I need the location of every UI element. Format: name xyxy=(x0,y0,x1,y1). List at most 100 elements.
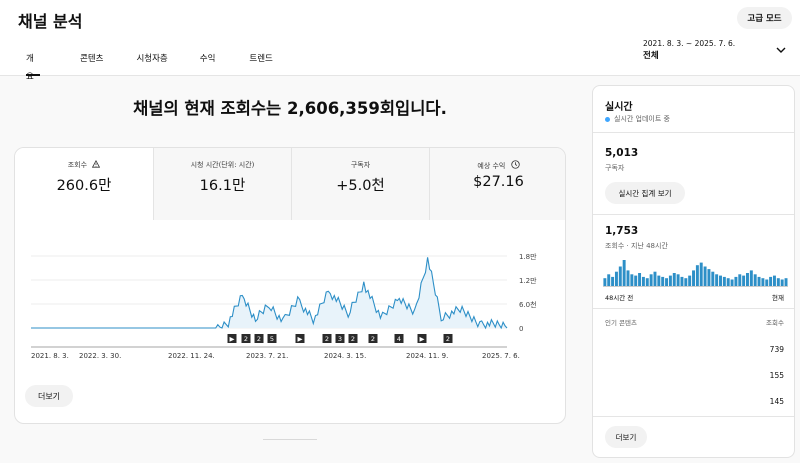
tab-bar: 개요 콘텐츠 시청자층 수익 트렌드 xyxy=(18,50,273,82)
x-tick-label: 2022. 3. 30. xyxy=(79,352,121,360)
mini-chart-bar xyxy=(711,271,715,286)
metric-label: 조회수 xyxy=(67,161,88,169)
divider xyxy=(593,214,794,215)
chart-marker-label: 3 xyxy=(338,335,342,343)
views-line-chart[interactable]: 1.8만 1.2만 6.0천 0 ▶ 2 2 5 ▶ 2 3 2 2 4 ▶ 2 2021. 8. 3. 2022… xyxy=(15,220,566,390)
tab-trends[interactable]: 트렌드 xyxy=(249,54,273,64)
chart-marker xyxy=(267,334,277,343)
metric-value: $27.16 xyxy=(473,174,524,190)
chevron-down-icon[interactable] xyxy=(775,44,787,56)
mini-chart-bar xyxy=(618,266,622,286)
y-tick-label: 6.0천 xyxy=(519,300,537,309)
y-tick-label: 1.8만 xyxy=(519,252,537,261)
realtime-subscribers-label: 구독자 xyxy=(605,164,625,172)
metric-value: 16.1만 xyxy=(199,178,246,194)
mini-chart-bar xyxy=(634,275,638,286)
chart-marker-label: ▶ xyxy=(420,335,425,343)
more-button[interactable]: 더보기 xyxy=(25,385,73,407)
chart-marker-label: 2 xyxy=(244,335,248,343)
mini-chart-bar xyxy=(780,279,784,286)
x-tick-label: 2022. 11. 24. xyxy=(168,352,215,360)
chart-marker-label: 2 xyxy=(325,335,329,343)
mini-chart-bar xyxy=(607,274,611,286)
mini-chart-bar xyxy=(645,278,649,286)
chart-marker xyxy=(295,334,305,343)
divider xyxy=(263,439,317,440)
tab-content[interactable]: 콘텐츠 xyxy=(80,54,104,64)
chart-marker-label: 2 xyxy=(446,335,450,343)
date-range-text: 2021. 8. 3. ~ 2025. 7. 6. xyxy=(643,39,736,48)
metric-label: 구독자 xyxy=(350,161,371,169)
header: 채널 분석 고급 모드 개요 콘텐츠 시청자층 수익 트렌드 2021. 8. … xyxy=(0,0,800,82)
mini-chart-bar xyxy=(776,278,780,286)
mini-chart-bar xyxy=(638,273,642,286)
mini-chart-bar xyxy=(672,273,676,286)
metric-watch-time[interactable]: 시청 시간(단위: 시간) 16.1만 xyxy=(153,148,291,220)
date-range-picker[interactable]: 2021. 8. 3. ~ 2025. 7. 6. 전체 xyxy=(643,38,735,62)
top-content-label: 인기 콘텐츠 xyxy=(605,319,637,327)
mini-chart-bar xyxy=(730,279,734,286)
mini-chart-bar xyxy=(614,271,618,286)
chart-marker-label: 2 xyxy=(371,335,375,343)
metric-revenue[interactable]: 예상 수익 $27.16 xyxy=(429,148,565,220)
divider xyxy=(593,132,794,133)
x-tick-label: 2023. 7. 21. xyxy=(246,352,288,360)
mini-chart-bar xyxy=(738,274,742,286)
advanced-mode-button[interactable]: 고급 모드 xyxy=(737,7,792,29)
top-content-value[interactable]: 739 xyxy=(769,345,784,354)
top-content-value[interactable]: 155 xyxy=(769,371,784,380)
tab-revenue[interactable]: 수익 xyxy=(199,54,216,64)
x-tick-label: 2021. 8. 3. xyxy=(31,352,69,360)
warning-icon xyxy=(92,159,101,168)
realtime-more-button[interactable]: 더보기 xyxy=(605,426,647,448)
metric-label: 예상 수익 xyxy=(477,162,506,170)
metric-value: +5.0천 xyxy=(336,178,385,194)
mini-chart-bar xyxy=(761,278,765,286)
live-count-button[interactable]: 실시간 집계 보기 xyxy=(605,182,685,204)
mini-chart-bar xyxy=(630,274,634,286)
mini-chart-bar xyxy=(722,276,726,286)
metric-views[interactable]: 조회수 260.6만 xyxy=(15,148,153,220)
mini-chart-bar xyxy=(695,265,699,286)
divider xyxy=(593,416,794,417)
tab-overview[interactable]: 개요 xyxy=(26,50,40,82)
chart-marker xyxy=(443,334,453,343)
tab-audience[interactable]: 시청자층 xyxy=(136,54,168,64)
mini-chart-bar xyxy=(734,276,738,286)
mini-chart-bar xyxy=(715,274,719,286)
mini-chart-bar xyxy=(769,276,773,286)
mini-chart-bar xyxy=(611,276,615,286)
chart-marker xyxy=(348,334,358,343)
mini-chart-bar xyxy=(746,273,749,286)
metric-subscribers[interactable]: 구독자 +5.0천 xyxy=(291,148,429,220)
mini-chart-bar xyxy=(661,276,665,286)
chart-series-line xyxy=(31,257,508,330)
chart-marker xyxy=(322,334,332,343)
overview-card: 조회수 260.6만 시청 시간(단위: 시간) 16.1만 구독자 +5.0천… xyxy=(14,147,566,424)
live-status-text: 실시간 업데이트 중 xyxy=(614,115,670,123)
chart-marker xyxy=(227,334,237,343)
mini-chart-bar xyxy=(641,276,645,286)
x-tick-label: 2025. 7. 6. xyxy=(482,352,520,360)
top-content-value[interactable]: 145 xyxy=(769,397,784,406)
mini-chart-bar xyxy=(757,276,761,286)
mini-chart-bar xyxy=(699,262,703,286)
chart-marker-label: 2 xyxy=(351,335,355,343)
mini-chart-bar xyxy=(668,275,672,286)
y-tick-label: 1.2만 xyxy=(519,276,537,285)
mini-chart-bar xyxy=(653,271,657,286)
realtime-views-label: 조회수 · 지난 48시간 xyxy=(605,242,668,250)
mini-chart-start-label: 48시간 전 xyxy=(605,294,634,302)
mini-chart-bar xyxy=(692,270,695,286)
mini-chart-bar xyxy=(680,276,684,286)
mini-chart-bar xyxy=(665,278,669,286)
total-views-headline: 채널의 현재 조회수는 2,606,359회입니다. xyxy=(133,99,447,118)
mini-chart-bar xyxy=(622,260,626,286)
realtime-bar-chart[interactable] xyxy=(603,256,788,290)
chart-marker xyxy=(394,334,404,343)
metric-value: 260.6만 xyxy=(56,178,112,194)
mini-chart-bar xyxy=(719,275,722,286)
chart-marker xyxy=(335,334,345,343)
top-content-metric: 조회수 xyxy=(766,319,784,327)
chart-marker xyxy=(417,334,427,343)
